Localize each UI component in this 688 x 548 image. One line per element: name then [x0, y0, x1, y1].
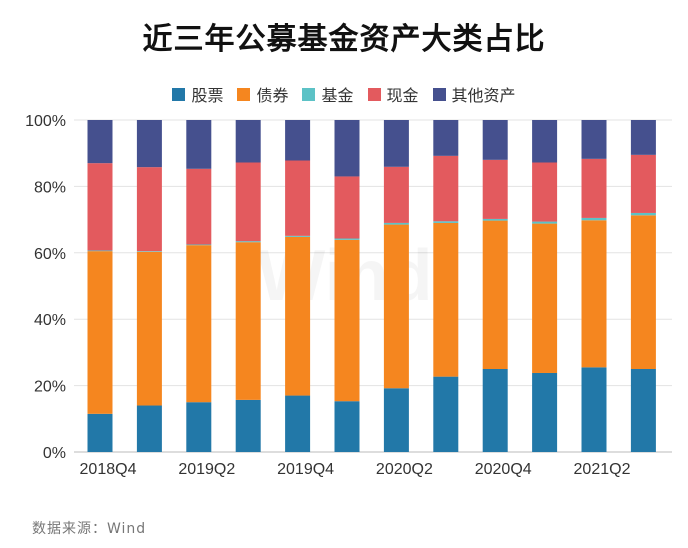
bar-2020Q1-series-4 [334, 120, 360, 177]
bar-2019Q3-series-0 [235, 399, 261, 452]
legend: 股票 债券 基金 现金 其他资产 [0, 82, 688, 106]
x-tick-label-1: 2019Q2 [178, 461, 235, 478]
bar-2019Q1-series-0 [136, 405, 162, 452]
bar-2020Q1-series-2 [334, 238, 360, 240]
legend-swatch-4 [432, 87, 446, 101]
bar-2020Q1-series-3 [334, 176, 360, 239]
bar-2020Q2-series-0 [383, 388, 409, 452]
x-tick-label-4: 2020Q4 [475, 461, 532, 478]
legend-label-4: 其他资产 [451, 86, 516, 105]
bar-2019Q4-series-4 [285, 120, 311, 161]
bar-2019Q4-series-2 [285, 235, 311, 237]
bar-2021Q3-series-4 [630, 120, 656, 155]
bar-2020Q1-series-0 [334, 401, 360, 452]
bar-2020Q3-series-2 [433, 221, 459, 223]
legend-swatch-3 [367, 87, 381, 101]
bar-2020Q4-series-3 [482, 159, 508, 219]
legend-item-0: 股票 [172, 82, 223, 106]
y-tick-label-4: 80% [34, 179, 66, 196]
bar-2021Q3-series-2 [630, 212, 656, 216]
bar-2019Q3-series-1 [235, 242, 261, 400]
bar-2020Q4-series-0 [482, 369, 508, 452]
bar-2019Q1-series-2 [136, 251, 162, 252]
legend-item-1: 债券 [237, 82, 288, 106]
legend-item-3: 现金 [367, 82, 419, 106]
bar-2018Q4-series-1 [87, 251, 113, 414]
legend-label-3: 现金 [386, 86, 419, 105]
y-tick-label-2: 40% [34, 312, 66, 329]
source-note: 数据来源：Wind [32, 521, 147, 537]
bar-2020Q2-series-4 [383, 120, 409, 167]
bar-2020Q3-series-4 [433, 120, 459, 156]
bar-2019Q3-series-4 [235, 120, 261, 163]
bar-2020Q1-series-1 [334, 239, 360, 402]
legend-label-0: 股票 [191, 86, 224, 105]
bar-2020Q4-series-2 [482, 218, 508, 221]
bar-2019Q2-series-4 [186, 120, 212, 169]
chart-title: 近三年公募基金资产大类占比 [142, 22, 546, 57]
bar-2020Q4-series-4 [482, 120, 508, 160]
bars [87, 120, 656, 452]
y-tick-label-3: 60% [34, 246, 66, 263]
bar-2021Q1-series-2 [532, 221, 558, 224]
legend-swatch-1 [237, 87, 251, 101]
bar-2018Q4-series-2 [87, 250, 113, 252]
bar-2020Q2-series-1 [383, 224, 409, 389]
bar-2021Q2-series-2 [581, 217, 607, 221]
bar-2018Q4-series-3 [87, 163, 113, 251]
legend-label-2: 基金 [321, 86, 354, 105]
bar-2021Q3-series-1 [630, 215, 656, 369]
bar-2020Q3-series-0 [433, 376, 459, 452]
bar-2019Q2-series-2 [186, 244, 212, 246]
bar-2020Q4-series-1 [482, 220, 508, 369]
y-tick-label-0: 0% [43, 445, 66, 462]
legend-swatch-2 [302, 87, 316, 101]
legend-item-2: 基金 [302, 82, 354, 106]
x-tick-label-5: 2021Q2 [574, 461, 631, 478]
bar-2021Q1-series-3 [532, 162, 558, 222]
bar-2019Q4-series-3 [285, 160, 311, 236]
legend-swatch-0 [172, 87, 186, 101]
bar-2019Q3-series-2 [235, 241, 261, 243]
bar-2021Q2-series-4 [581, 120, 607, 159]
y-axis-ticks: 0% 20% 40% 60% 80% 100% [25, 113, 66, 462]
bar-2020Q3-series-3 [433, 155, 459, 222]
bar-2019Q3-series-3 [235, 162, 261, 242]
x-tick-label-2: 2019Q4 [277, 461, 334, 478]
bar-2020Q2-series-3 [383, 166, 409, 223]
bar-2019Q2-series-0 [186, 402, 212, 452]
bar-2019Q1-series-3 [136, 167, 162, 252]
x-tick-label-0: 2018Q4 [80, 461, 137, 478]
legend-label-1: 债券 [256, 86, 289, 105]
y-tick-label-5: 100% [25, 113, 66, 130]
bar-2019Q4-series-0 [285, 395, 311, 452]
bar-2021Q1-series-4 [532, 120, 558, 163]
y-tick-label-1: 20% [34, 379, 66, 396]
bar-2021Q3-series-3 [630, 154, 656, 213]
x-tick-label-3: 2020Q2 [376, 461, 433, 478]
x-axis-ticks: 2018Q4 2019Q2 2019Q4 2020Q2 2020Q4 2021Q2 [80, 461, 631, 478]
bar-2021Q2-series-3 [581, 158, 607, 218]
bar-2019Q4-series-1 [285, 236, 311, 396]
bar-2021Q2-series-0 [581, 367, 607, 452]
bar-2018Q4-series-4 [87, 120, 113, 164]
bar-2019Q2-series-1 [186, 245, 212, 403]
legend-item-4: 其他资产 [432, 82, 516, 106]
grid-lines [74, 119, 672, 453]
bar-2019Q1-series-1 [136, 251, 162, 406]
bar-2021Q3-series-0 [630, 369, 656, 452]
bar-2021Q1-series-0 [532, 372, 558, 452]
bar-2020Q2-series-2 [383, 222, 409, 225]
bar-2021Q1-series-1 [532, 223, 558, 373]
bar-2019Q2-series-3 [186, 168, 212, 245]
bar-2018Q4-series-0 [87, 413, 113, 452]
bar-2020Q3-series-1 [433, 222, 459, 377]
bar-2021Q2-series-1 [581, 220, 607, 368]
bar-2019Q1-series-4 [136, 120, 162, 168]
